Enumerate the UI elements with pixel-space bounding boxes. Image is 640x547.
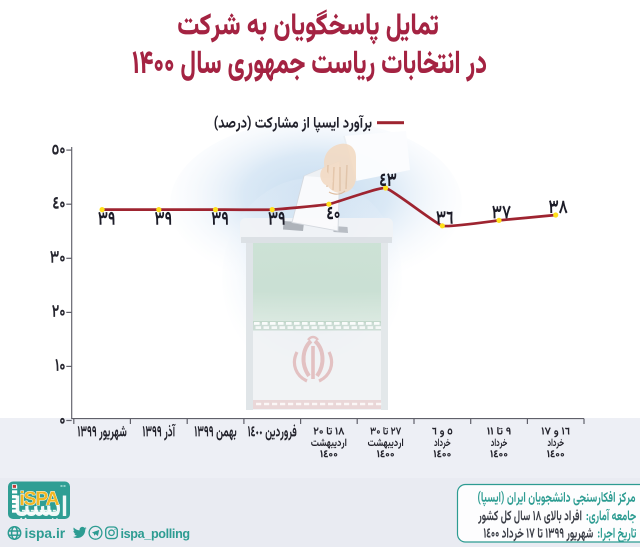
svg-text:ispa_polling: ispa_polling [121, 527, 190, 541]
svg-text:ispa.ir: ispa.ir [25, 526, 66, 541]
svg-text:iSPA: iSPA [20, 489, 60, 510]
